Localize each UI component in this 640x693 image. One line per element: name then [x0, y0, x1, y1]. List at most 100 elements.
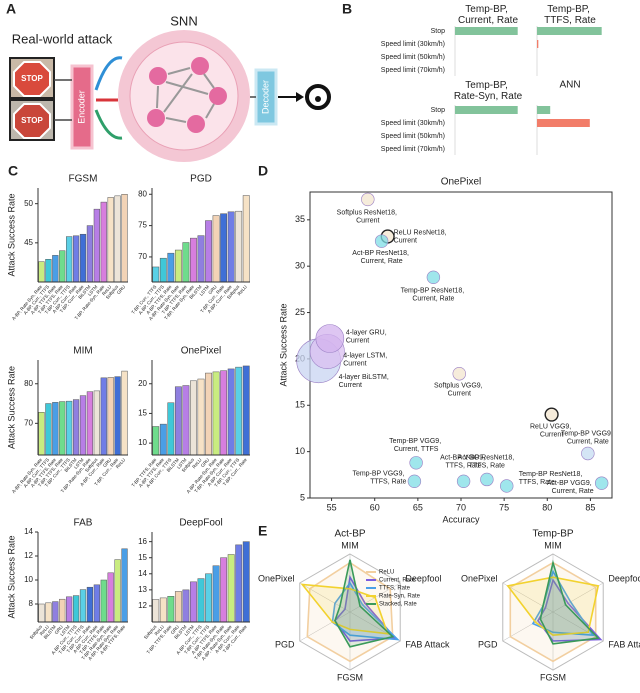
x-tick-label: GRU — [170, 624, 180, 635]
x-tick-label: GRU — [102, 457, 112, 468]
axis-label: FAB Attack — [405, 639, 450, 649]
bar — [93, 584, 100, 623]
bar — [100, 201, 107, 283]
y-tick-label: Stop — [431, 107, 446, 114]
bubble — [594, 476, 609, 490]
y-tick-label: 16 — [138, 537, 147, 546]
bar — [212, 371, 220, 456]
y-tick-label: 35 — [295, 214, 305, 224]
radar-spoke — [552, 582, 604, 613]
bar — [38, 261, 45, 283]
x-tick-label: ReLU — [237, 284, 248, 296]
decoder-label: Decoder — [260, 80, 270, 114]
chart-title: PGD — [190, 174, 212, 185]
bar — [242, 365, 250, 456]
bubble — [409, 456, 423, 470]
point-label: Temp-BP VGG9, Current, Rate — [561, 430, 615, 445]
y-tick-label: 45 — [24, 238, 33, 247]
bar — [220, 370, 228, 456]
axis-label: PGD — [478, 639, 498, 649]
stop-sign — [13, 103, 51, 139]
x-tick-label: ReLU — [115, 457, 126, 469]
bar — [45, 403, 52, 456]
y-tick-label: 10 — [295, 446, 305, 456]
radar-spoke — [299, 582, 351, 613]
panel-label: D — [258, 163, 268, 179]
radar-spoke — [502, 611, 554, 642]
y-tick-label: 12 — [138, 601, 147, 610]
x-tick-label: GRU — [207, 284, 217, 295]
chart-title: FAB — [74, 518, 93, 529]
y-axis-label: Attack Success Rate — [278, 303, 288, 386]
bar — [159, 597, 167, 623]
diagram-title: Real-world attack — [12, 31, 113, 46]
bar — [197, 378, 205, 456]
bar — [121, 194, 128, 283]
synapses — [156, 67, 215, 123]
bar — [235, 210, 243, 283]
x-tick-label: ReLU — [101, 284, 112, 296]
arrow-head — [296, 92, 304, 102]
y-tick-label: 80 — [24, 379, 33, 388]
bar — [190, 380, 197, 456]
y-axis-label: Attack Success Rate — [6, 535, 16, 618]
bar — [242, 195, 250, 283]
bar — [227, 554, 235, 623]
y-tick-label: 10 — [24, 575, 33, 584]
bar — [114, 376, 121, 456]
bar — [72, 399, 80, 456]
x-tick-label: LSTM — [199, 284, 211, 297]
axis-label: OnePixel — [461, 573, 498, 583]
steering-hub — [315, 96, 321, 102]
bar — [107, 572, 114, 623]
y-tick-label: 20 — [138, 379, 147, 388]
x-tick-label: LSTM — [183, 624, 195, 637]
axis-label: PGD — [275, 639, 295, 649]
point-label: Act-BP VGG9, Current, Rate — [547, 480, 594, 495]
point-label: Temp-BP ResNet18, Current, Rate — [401, 287, 467, 302]
bar — [212, 565, 220, 623]
x-tick-label: LSTM — [73, 457, 85, 470]
bar — [227, 368, 235, 456]
chart-title: FGSM — [69, 174, 98, 185]
y-tick-label: 80 — [138, 189, 147, 198]
x-tick-label: 65 — [413, 502, 423, 512]
x-tick-label: 55 — [327, 502, 337, 512]
chart-title: MIM — [73, 346, 92, 357]
point-label: ReLU VGG9, Current — [530, 423, 573, 438]
bar — [38, 412, 45, 456]
y-tick-label: Speed limit (70km/h) — [381, 67, 445, 74]
bar — [59, 401, 66, 456]
point-label: Act-BP ResNet18, TTFS, Rate — [458, 454, 517, 469]
bubble — [361, 192, 375, 207]
arrow — [94, 109, 123, 140]
bar — [174, 249, 182, 283]
bubble — [480, 472, 494, 487]
bar — [455, 27, 518, 35]
axis-label: FGSM — [337, 672, 363, 682]
point-label: Act-BP VGG9, TTFS, Rate — [440, 454, 487, 469]
diagram: Real-world attack STOP STOP Encoder SNN … — [9, 13, 331, 162]
sign-text: STOP — [21, 116, 43, 125]
point-label: 4-layer GRU, Current — [346, 329, 389, 344]
bar — [174, 386, 182, 456]
x-tick-label: GRU — [54, 624, 64, 635]
bar — [107, 197, 114, 283]
bar — [235, 544, 243, 623]
y-tick-label: 25 — [295, 307, 305, 317]
subplot-title: ANN — [559, 80, 580, 91]
bar — [59, 598, 66, 623]
bar — [235, 366, 243, 456]
bar — [100, 579, 107, 623]
bar — [182, 589, 190, 623]
point-label: Act-BP ResNet18, Current, Rate — [352, 250, 411, 265]
bar — [59, 250, 66, 283]
legend-label: ReLU — [379, 570, 394, 576]
x-tick-label: ReLU — [154, 624, 165, 636]
steering-wheel — [305, 84, 331, 110]
bar — [86, 391, 94, 456]
bar — [86, 586, 94, 623]
bubble — [581, 446, 595, 461]
x-tick-label: 60 — [370, 502, 380, 512]
